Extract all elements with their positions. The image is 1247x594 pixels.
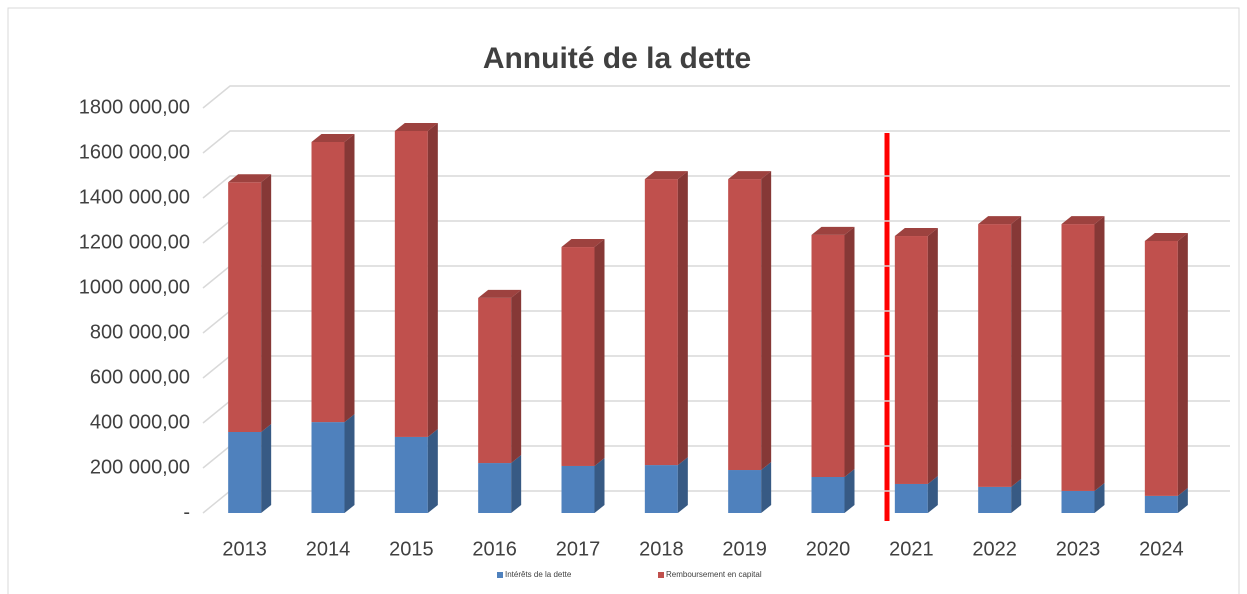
bar-side [511,455,522,513]
x-tick-label: 2022 [972,538,1017,560]
bar-segment [394,130,428,437]
bar-top [561,239,605,248]
x-tick-label: 2021 [889,538,934,560]
y-tick-label: 600 000,00 [90,366,190,388]
bar-side [261,424,272,513]
bar-side [677,171,688,466]
y-tick-label: 1200 000,00 [79,231,190,253]
bar-side [927,475,938,513]
x-tick-label: 2023 [1056,538,1101,560]
grid-line [202,130,1230,154]
bar-segment [1061,224,1095,491]
bar-segment [644,179,678,466]
bar-segment [311,141,345,423]
bar-top [228,174,272,183]
x-tick-label: 2015 [389,538,434,560]
y-tick-label: 1800 000,00 [79,96,190,118]
bar-side [844,226,855,477]
bar-side [1094,216,1105,491]
bar-side [1177,232,1188,496]
bar-top [978,216,1022,225]
bar-segment [978,486,1012,513]
y-tick-label: 200 000,00 [90,456,190,478]
bar-side [1177,487,1188,513]
bar-side [511,289,522,464]
bar-side [344,133,355,423]
bar-side [1011,216,1022,487]
bar-segment [478,463,512,513]
legend-swatch [658,572,664,578]
chart-title: Annuité de la dette [483,42,751,75]
bar-segment [394,436,428,513]
legend-label: Remboursement en capital [666,570,762,579]
x-tick-label: 2018 [639,538,684,560]
bar-side [761,171,772,471]
bar-side [927,228,938,484]
bar-side [261,174,272,432]
chart-frame [7,7,1240,594]
x-tick-label: 2019 [722,538,767,560]
bar-side [427,428,438,513]
bar-segment [1144,240,1178,496]
x-tick-label: 2017 [556,538,601,560]
bar-segment [894,483,928,513]
bar-segment [811,477,845,513]
bar-segment [728,179,762,471]
bar-top [478,289,522,298]
legend-swatch [497,572,503,578]
bar-top [311,133,355,142]
grid-line [202,85,1230,109]
x-tick-label: 2014 [306,538,351,560]
bar-top [644,171,688,180]
bar-segment [478,297,512,464]
y-tick-label: 1000 000,00 [79,276,190,298]
bar-side [1094,482,1105,513]
bar-side [761,462,772,513]
bar-segment [894,236,928,484]
bar-top [394,122,438,131]
bar-segment [561,247,595,466]
y-tick-label: 800 000,00 [90,321,190,343]
bar-side [344,414,355,513]
bar-segment [228,432,262,513]
x-tick-label: 2024 [1139,538,1184,560]
bar-segment [1061,490,1095,513]
x-tick-label: 2020 [806,538,851,560]
bar-segment [644,465,678,513]
y-tick-label: 400 000,00 [90,411,190,433]
bar-side [594,457,605,513]
bar-segment [728,470,762,513]
legend-label: Intérêts de la dette [505,570,572,579]
bar-top [811,226,855,235]
bar-top [1061,216,1105,225]
grid-line [202,175,1230,199]
bar-top [1144,232,1188,241]
bar-side [594,239,605,466]
bar-side [844,469,855,513]
bar-side [677,457,688,513]
bar-top [728,171,772,180]
bar-segment [811,234,845,477]
bar-side [1011,478,1022,513]
x-tick-label: 2016 [472,538,517,560]
bar-segment [311,422,345,513]
bar-side [427,122,438,437]
bar-segment [978,224,1012,487]
bar-top [894,228,938,237]
bar-segment [228,182,262,432]
y-tick-label: - [183,501,190,523]
x-tick-label: 2013 [222,538,267,560]
y-tick-label: 1400 000,00 [79,186,190,208]
bar-segment [561,465,595,513]
y-tick-label: 1600 000,00 [79,141,190,163]
bar-segment [1144,495,1178,513]
